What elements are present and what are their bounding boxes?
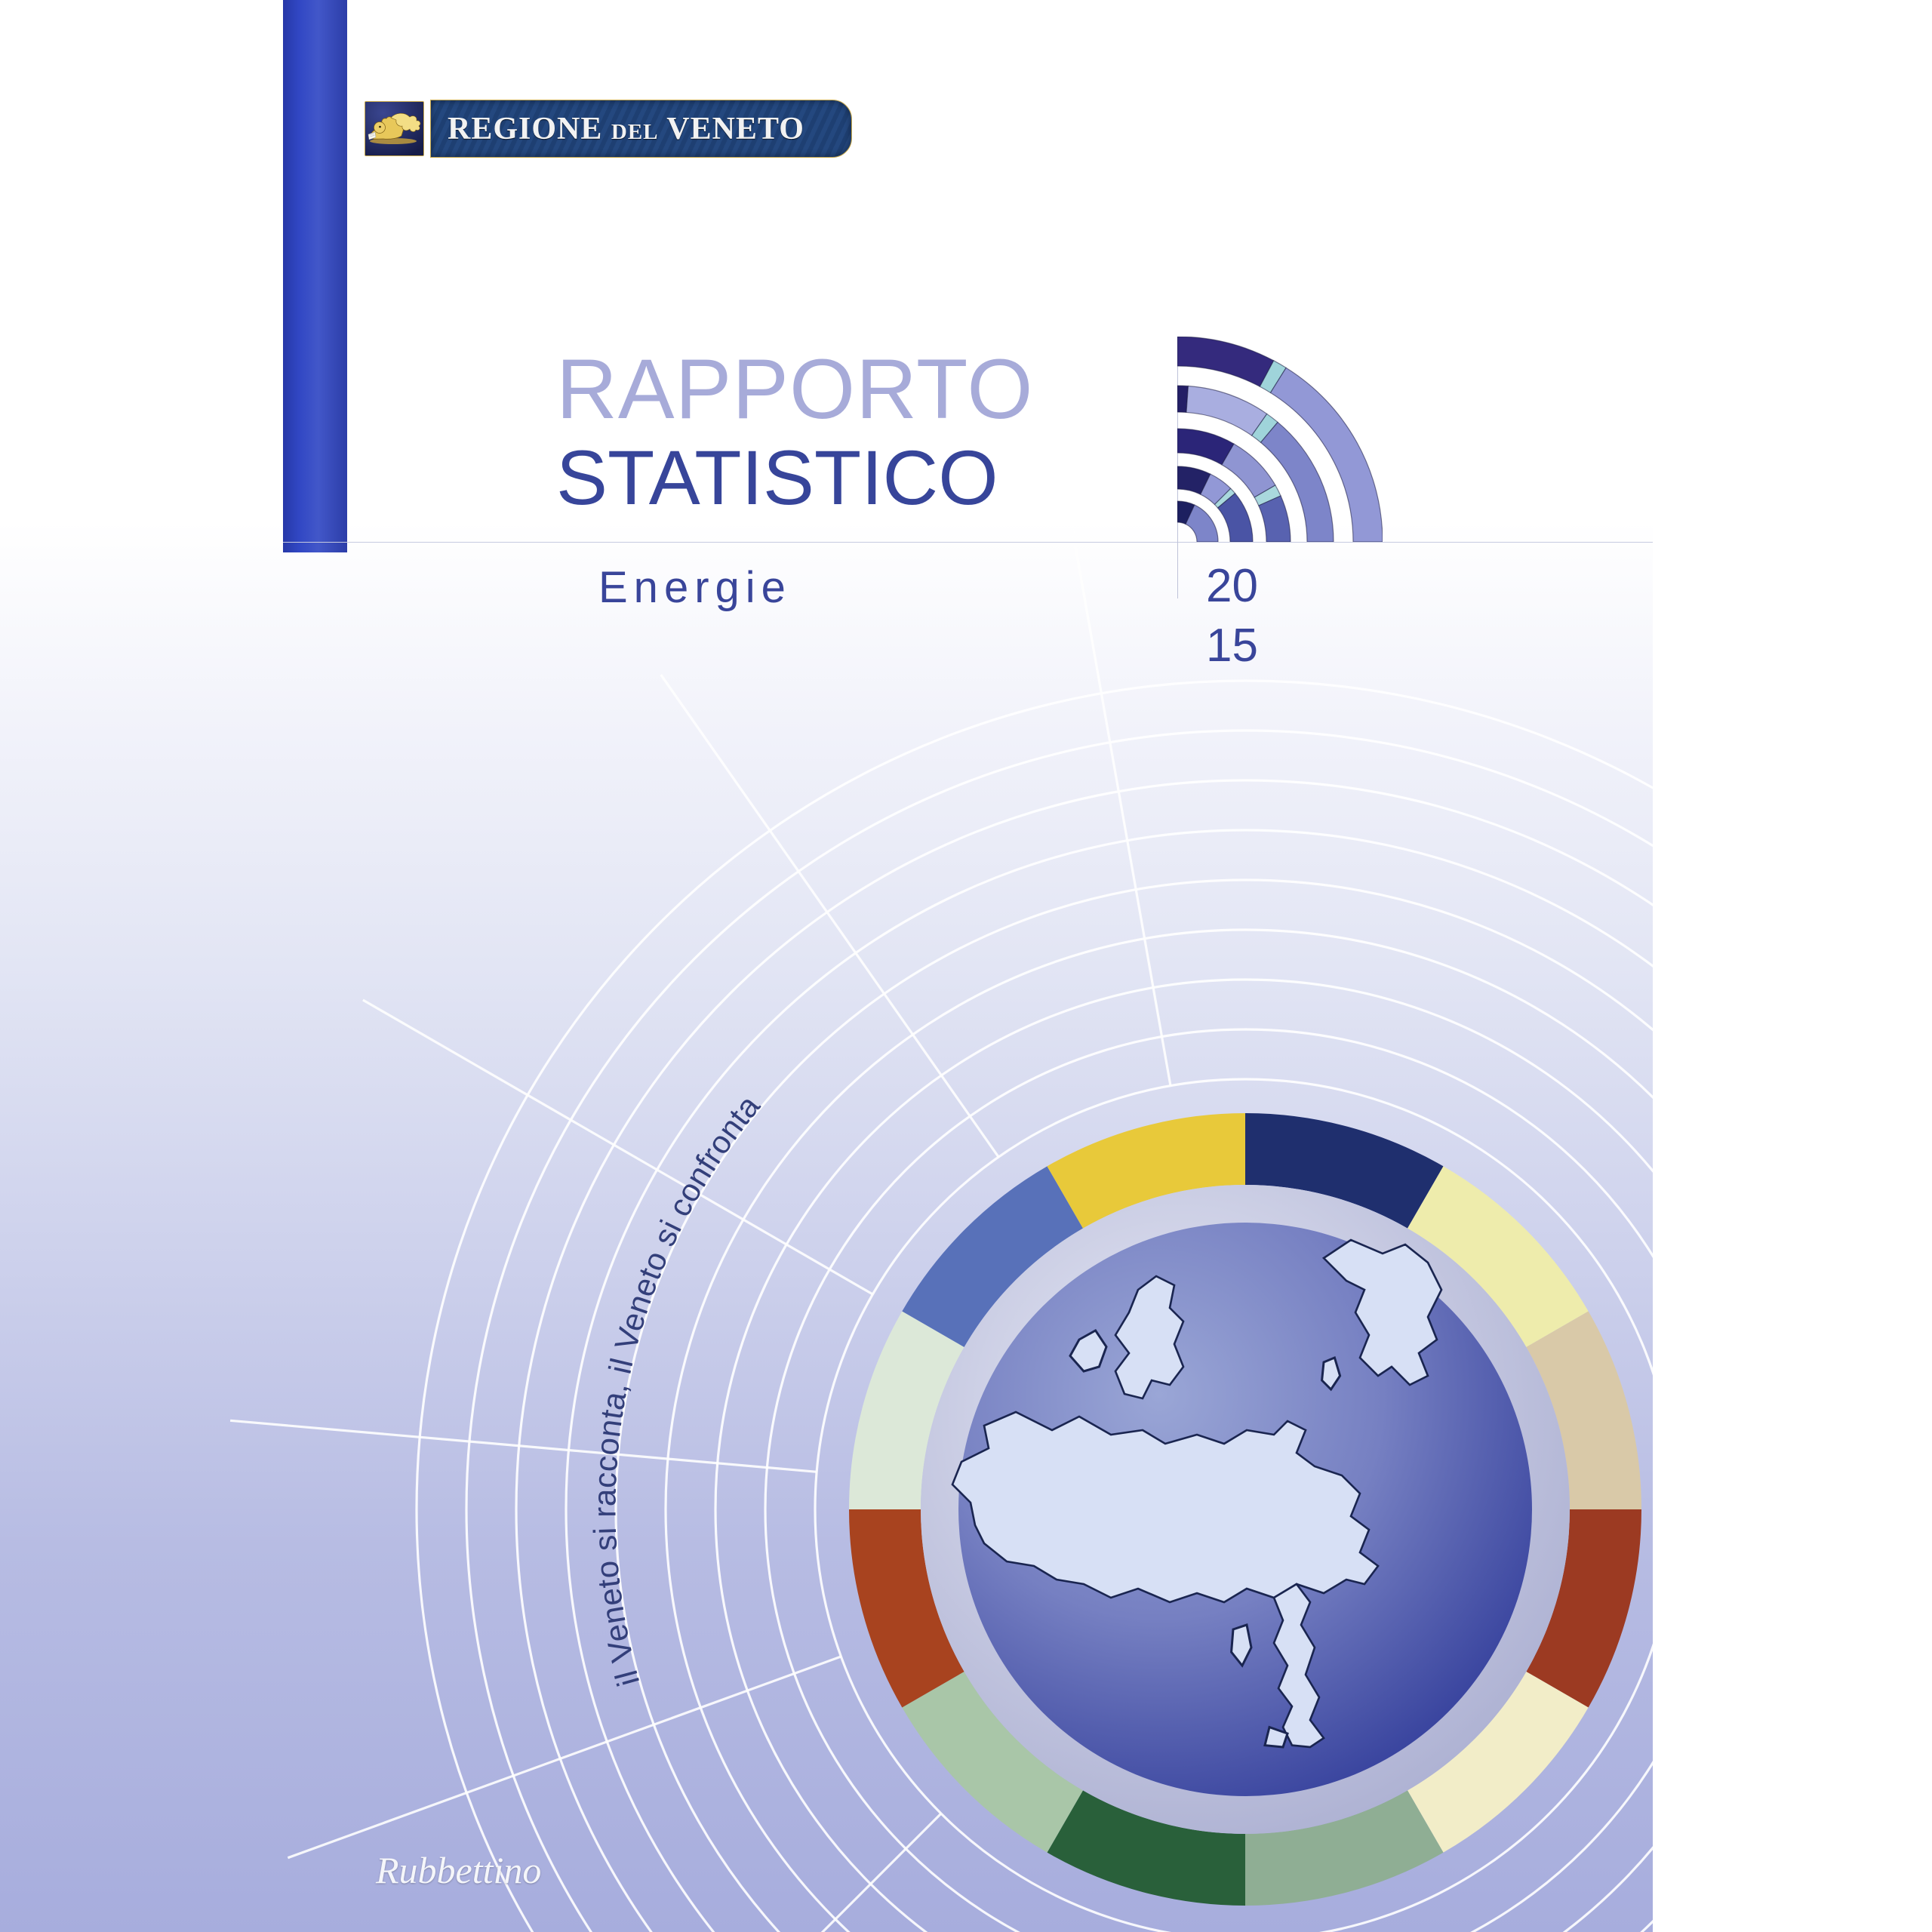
svg-text:il Veneto si racconta, il Vene: il Veneto si racconta, il Veneto si conf… [586, 1088, 767, 1690]
